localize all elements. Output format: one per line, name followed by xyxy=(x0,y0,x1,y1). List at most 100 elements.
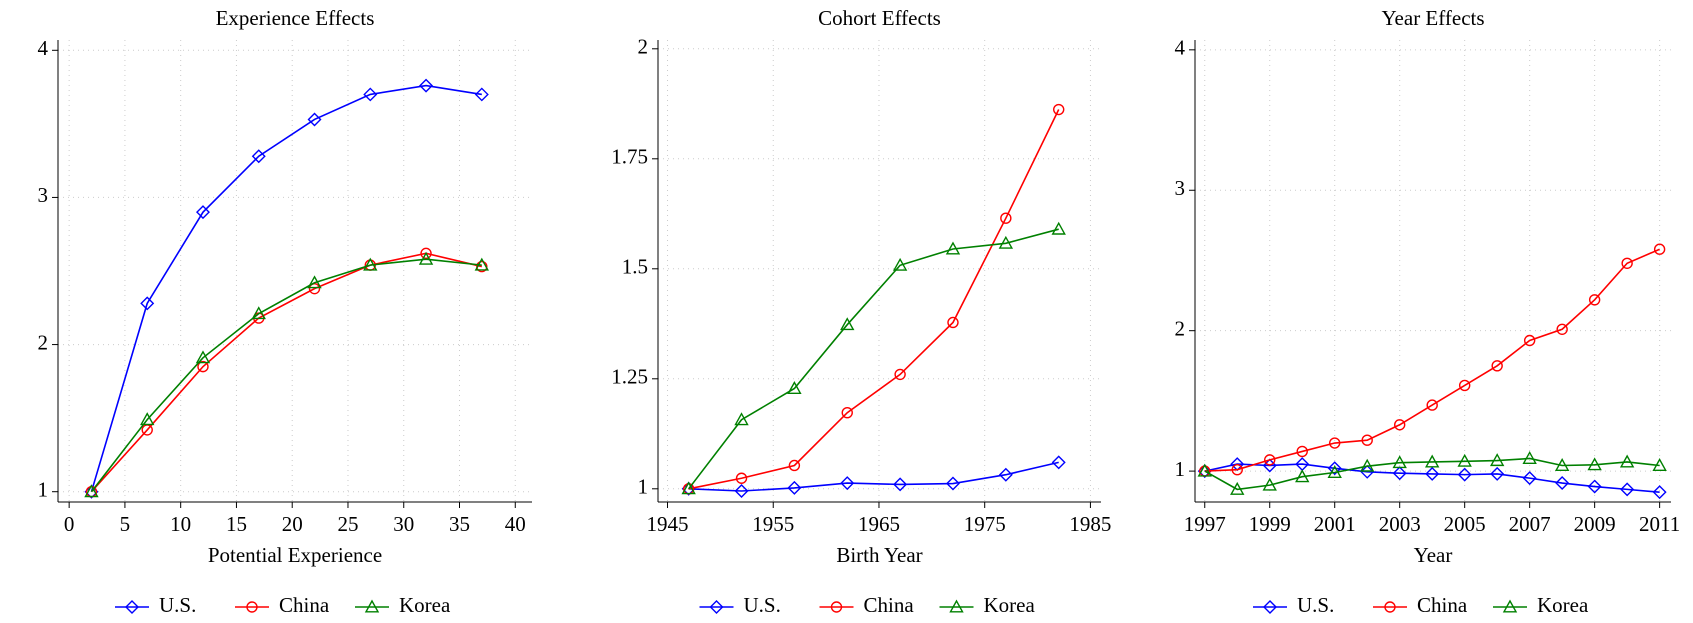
legend-label: U.S. xyxy=(744,593,781,617)
marker xyxy=(1361,434,1373,446)
marker xyxy=(474,87,489,102)
marker xyxy=(1327,465,1342,479)
series-line xyxy=(688,228,1059,490)
x-axis-label: Potential Experience xyxy=(208,543,382,567)
marker xyxy=(1587,457,1602,471)
x-tick-label: 1997 xyxy=(1184,512,1226,536)
marker xyxy=(125,600,139,614)
marker xyxy=(1231,464,1243,476)
marker xyxy=(1053,103,1065,116)
marker xyxy=(1523,334,1536,347)
marker xyxy=(476,260,488,273)
marker xyxy=(1621,257,1633,269)
marker xyxy=(709,600,724,614)
x-tick-label: 2009 xyxy=(1574,512,1616,536)
legend-label: China xyxy=(864,593,915,617)
marker xyxy=(840,317,855,331)
marker xyxy=(1264,454,1276,466)
marker xyxy=(1653,243,1666,255)
x-tick-label: 1955 xyxy=(752,512,794,536)
marker xyxy=(1457,453,1472,467)
marker xyxy=(195,350,211,364)
marker xyxy=(945,241,961,255)
marker xyxy=(1457,467,1472,482)
marker xyxy=(1329,437,1341,449)
marker xyxy=(364,599,380,613)
series-line xyxy=(90,252,482,493)
marker xyxy=(1620,482,1635,497)
marker xyxy=(998,235,1014,249)
marker xyxy=(1588,294,1601,306)
series-line xyxy=(90,258,482,493)
series-line xyxy=(90,84,482,492)
y-tick-label: 1 xyxy=(638,475,649,499)
marker xyxy=(474,257,490,271)
marker xyxy=(1000,212,1012,224)
y-tick-label: 1.75 xyxy=(611,145,648,169)
series-line xyxy=(1204,248,1660,472)
marker xyxy=(1295,469,1310,483)
y-tick-label: 1 xyxy=(38,478,49,502)
marker xyxy=(1489,453,1505,467)
marker xyxy=(251,149,266,164)
marker xyxy=(949,599,964,613)
chart-title: Experience Effects xyxy=(216,6,375,30)
marker xyxy=(892,257,908,271)
x-tick-label: 1965 xyxy=(858,512,900,536)
marker xyxy=(1424,454,1440,468)
x-tick-label: 2011 xyxy=(1639,512,1680,536)
marker xyxy=(1393,419,1406,431)
x-tick-label: 10 xyxy=(170,512,191,536)
x-tick-label: 15 xyxy=(226,512,247,536)
marker xyxy=(195,205,210,220)
marker xyxy=(1360,458,1375,472)
marker xyxy=(1652,485,1667,500)
marker xyxy=(418,251,434,265)
marker xyxy=(1619,454,1635,468)
x-tick-label: 2001 xyxy=(1314,512,1356,536)
marker xyxy=(1262,477,1277,491)
marker xyxy=(307,112,322,127)
marker xyxy=(681,481,696,495)
marker xyxy=(1360,464,1375,479)
marker xyxy=(140,412,155,426)
marker xyxy=(1490,466,1505,481)
legend-label: U.S. xyxy=(1297,593,1334,617)
y-tick-label: 1 xyxy=(1175,457,1186,481)
x-tick-label: 5 xyxy=(120,512,131,536)
legend-label: China xyxy=(279,593,330,617)
x-tick-label: 2003 xyxy=(1379,512,1421,536)
legend-label: Korea xyxy=(984,593,1036,617)
marker xyxy=(197,360,209,373)
y-tick-label: 2 xyxy=(1175,316,1186,340)
series-line xyxy=(688,461,1059,492)
marker xyxy=(363,257,378,271)
marker xyxy=(1263,600,1277,614)
x-tick-label: 1945 xyxy=(647,512,689,536)
y-tick-label: 3 xyxy=(38,183,49,207)
marker xyxy=(830,601,843,613)
marker xyxy=(998,467,1013,482)
x-tick-label: 1975 xyxy=(964,512,1006,536)
series-line xyxy=(1204,463,1660,493)
marker xyxy=(1554,458,1570,471)
y-tick-label: 3 xyxy=(1175,176,1186,200)
chart-title: Year Effects xyxy=(1381,6,1484,30)
marker xyxy=(788,459,801,472)
legend-label: Korea xyxy=(1537,593,1589,617)
legend-label: U.S. xyxy=(159,593,196,617)
chart-title: Cohort Effects xyxy=(818,6,941,30)
x-tick-label: 1999 xyxy=(1249,512,1291,536)
marker xyxy=(1392,455,1407,469)
x-tick-label: 40 xyxy=(505,512,526,536)
marker xyxy=(1230,481,1245,495)
marker xyxy=(841,406,853,419)
marker xyxy=(307,275,322,289)
marker xyxy=(420,247,432,260)
marker xyxy=(363,87,378,102)
marker xyxy=(140,296,155,311)
marker xyxy=(894,368,906,381)
x-axis-label: Year xyxy=(1414,543,1453,567)
x-tick-label: 30 xyxy=(393,512,414,536)
marker xyxy=(734,484,749,498)
